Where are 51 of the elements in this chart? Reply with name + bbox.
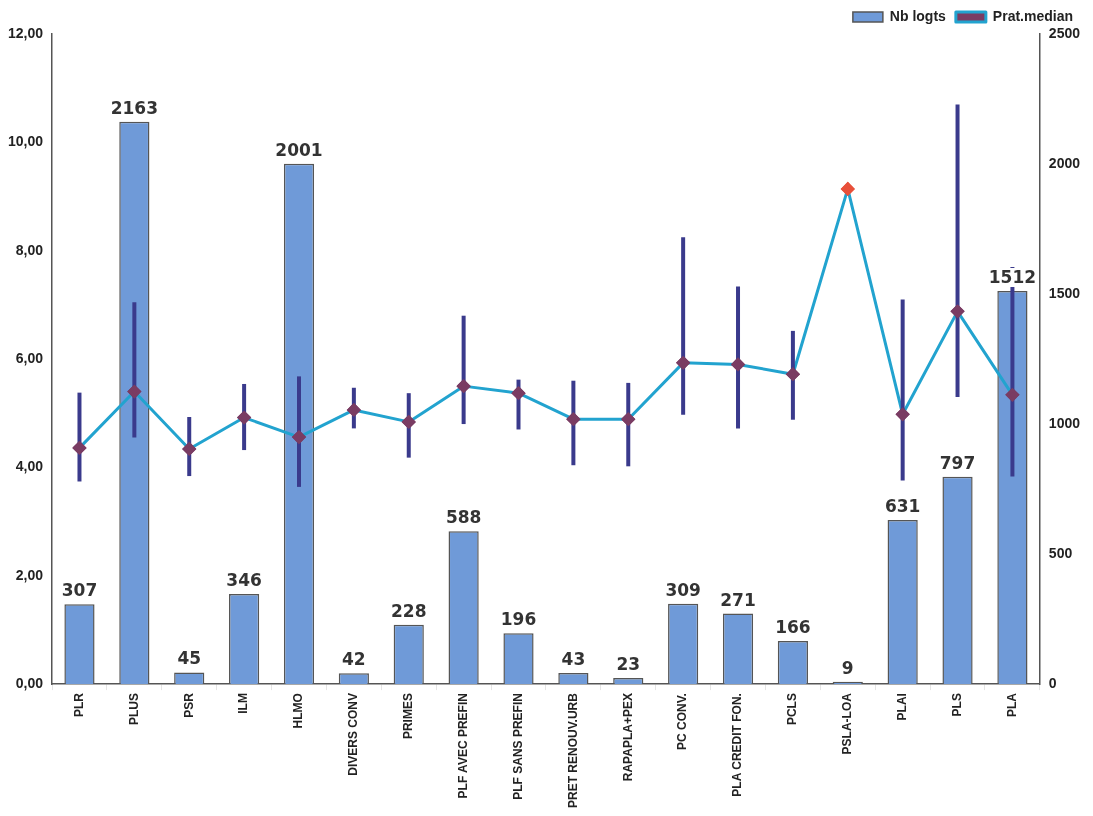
y2-tick-label: 1000 <box>1048 414 1081 431</box>
y-tick-label: 10,00 <box>7 133 44 150</box>
y-tick-label: 12,00 <box>7 24 44 41</box>
x-tick-label: PCLS <box>785 693 800 726</box>
y2-tick-label: 2500 <box>1048 24 1081 41</box>
y-tick-label: 2,00 <box>15 566 44 583</box>
data-label: 43 <box>561 648 586 669</box>
data-label: 228 <box>391 600 427 621</box>
data-label: 346 <box>226 570 262 591</box>
x-tick-label: PSLA-LOA <box>840 692 855 755</box>
y-tick-label: 4,00 <box>15 458 44 475</box>
x-tick-label: PLS <box>949 693 964 717</box>
y-tick-label: 6,00 <box>15 349 44 366</box>
x-tick-label: PLF SANS PREFIN <box>510 693 525 800</box>
x-tick-label: HLMO <box>291 693 306 729</box>
x-tick-label: DIVERS CONV <box>346 693 361 776</box>
x-tick-label: PRIMES <box>401 693 416 740</box>
y2-tick-label: 0 <box>1048 674 1057 691</box>
data-label: 9 <box>841 657 854 678</box>
x-tick-label: PC CONV. <box>675 693 690 750</box>
data-label: 2001 <box>275 139 323 160</box>
legend-label: Prat.median <box>992 7 1073 24</box>
x-tick-label: PLA CREDIT FON. <box>730 693 745 797</box>
data-label: 196 <box>500 609 537 630</box>
data-label: 1512 <box>988 266 1037 287</box>
y2-tick-label: 2000 <box>1048 154 1081 171</box>
x-tick-label: RAPAPLA+PEX <box>620 693 635 782</box>
data-label: 307 <box>61 580 98 601</box>
data-label: 166 <box>775 616 811 637</box>
y2-tick-label: 500 <box>1048 544 1073 561</box>
x-tick-label: PLR <box>71 692 86 718</box>
data-label: 631 <box>884 495 921 516</box>
data-label: 797 <box>939 452 976 473</box>
x-tick-label: PLAI <box>894 693 909 721</box>
data-label: 588 <box>445 507 482 528</box>
data-label: 45 <box>177 648 202 669</box>
x-tick-label: PRET RENOUV.URB <box>565 692 580 809</box>
y-tick-label: 8,00 <box>15 241 44 258</box>
y-tick-label: 0,00 <box>15 674 44 691</box>
legend-label: Nb logts <box>889 7 947 24</box>
x-tick-label: ILM <box>236 693 251 714</box>
data-label: 42 <box>342 649 366 670</box>
y2-tick-label: 1500 <box>1048 284 1081 301</box>
data-label: 2163 <box>110 97 159 118</box>
data-label: 309 <box>665 579 701 600</box>
x-tick-label: PLF AVEC PREFIN <box>455 693 470 799</box>
data-label: 271 <box>720 589 756 610</box>
x-tick-label: PLA <box>1004 692 1019 718</box>
data-label: 23 <box>616 654 641 675</box>
x-tick-label: PLUS <box>126 693 141 726</box>
x-tick-label: PSR <box>181 692 196 718</box>
